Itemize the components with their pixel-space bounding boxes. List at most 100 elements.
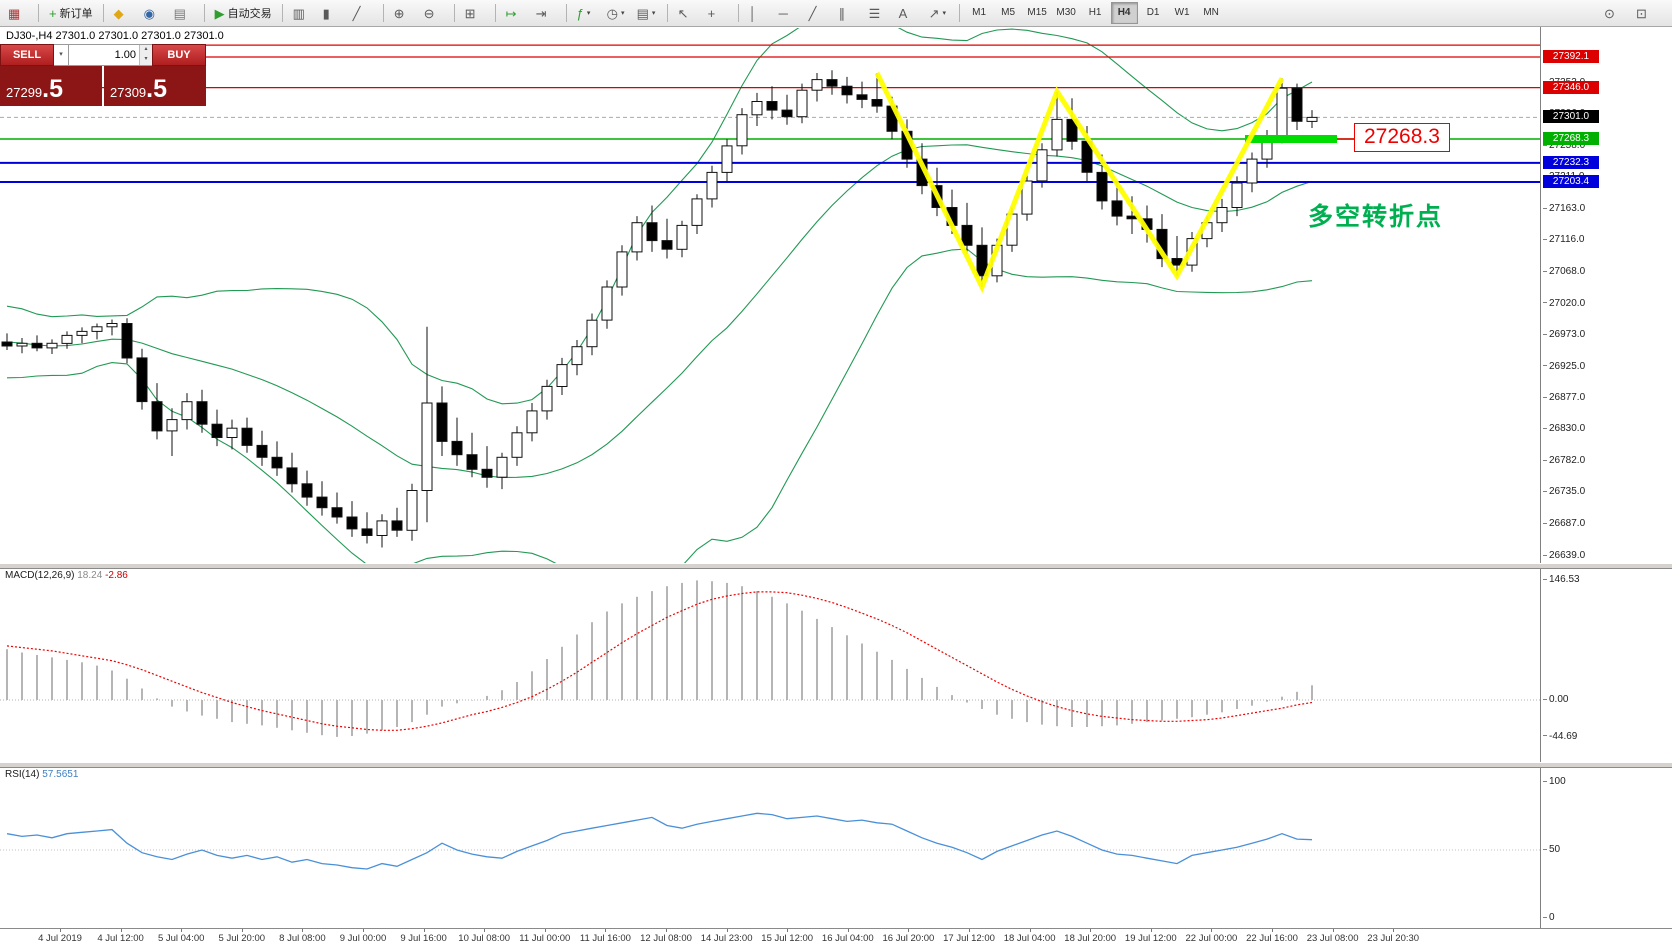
volume-down-icon[interactable]: ▾ xyxy=(140,55,152,65)
tile-windows-icon[interactable]: ⊞ xyxy=(461,1,489,25)
zoom-in-icon: ⊕ xyxy=(393,5,405,21)
price-scale[interactable]: 27353.027306.027258.027211.027163.027116… xyxy=(1540,27,1672,928)
rsi-scale-100: 100 xyxy=(1543,776,1566,787)
toolbar: ▦ + 新订单 ◆ ◉ ▤ ▶ 自动交易 ▥ ▮ ╱ ⊕ ⊖ ⊞ ↦ ⇥ ƒ ▾ ◷ ▾ ▤ ▾ ↖ + │ ─ ╱ ∥ ☰ A ↗ ▾ M1 M… xyxy=(0,0,1672,27)
timeframe-m1[interactable]: M1 xyxy=(972,7,987,18)
time-label: 5 Jul 20:00 xyxy=(218,933,266,944)
macd-scale-min: -44.69 xyxy=(1543,731,1577,742)
new-chart-icon[interactable]: ▦ xyxy=(4,1,32,25)
volume-input[interactable]: 1.00 ▴ ▾ xyxy=(69,44,152,66)
panel-divider-macd[interactable] xyxy=(0,563,1672,569)
templates-icon[interactable]: ▤ ▾ xyxy=(633,1,661,25)
macd-label: MACD(12,26,9) 18.24 -2.86 xyxy=(5,570,128,581)
time-label: 5 Jul 04:00 xyxy=(157,933,205,944)
buy-price-pips: .5 xyxy=(146,75,168,103)
rsi-value: 57.5651 xyxy=(42,769,79,780)
auto-scroll-icon[interactable]: ↦ xyxy=(502,1,530,25)
cursor-icon: ↖ xyxy=(677,5,689,21)
line-chart-icon[interactable]: ╱ xyxy=(349,1,377,25)
rsi-layer xyxy=(0,812,1540,870)
zoom-in-icon[interactable]: ⊕ xyxy=(390,1,418,25)
indicators-icon: ƒ xyxy=(576,5,584,21)
new-order-button[interactable]: + 新订单 xyxy=(45,1,97,25)
favorites-icon[interactable]: ◆ xyxy=(110,1,138,25)
text-icon: A xyxy=(898,5,908,21)
sell-button[interactable]: SELL xyxy=(0,44,54,66)
cursor-icon[interactable]: ↖ xyxy=(674,1,702,25)
window-icon[interactable]: ⊡ xyxy=(1632,1,1660,25)
time-label: 22 Jul 00:00 xyxy=(1185,933,1238,944)
timeframe-h4[interactable]: H4 xyxy=(1110,2,1138,24)
arrows-icon[interactable]: ↗ ▾ xyxy=(925,1,953,25)
autotrading-button[interactable]: ▶ 自动交易 xyxy=(211,1,276,25)
timeframe-h1[interactable]: H1 xyxy=(1088,7,1102,18)
trendline-icon: ╱ xyxy=(808,5,817,21)
one-click-trading-panel: SELL ▾ 1.00 ▴ ▾ BUY 27299 .5 27309 .5 xyxy=(0,44,206,106)
buy-button[interactable]: BUY xyxy=(152,44,206,66)
chevron-down-icon[interactable]: ▾ xyxy=(942,10,947,17)
sell-price[interactable]: 27299 .5 xyxy=(0,66,102,106)
timeframe-m30[interactable]: M30 xyxy=(1056,7,1076,18)
volume-stepper[interactable]: ▴ ▾ xyxy=(139,45,152,65)
periods-icon[interactable]: ◷ ▾ xyxy=(603,1,631,25)
timeframe-mn[interactable]: MN xyxy=(1203,7,1219,18)
rsi-scale-0: 0 xyxy=(1543,912,1555,923)
macd-name: MACD(12,26,9) xyxy=(5,570,75,581)
market-watch-icon[interactable]: ◉ xyxy=(140,1,168,25)
indicators-icon[interactable]: ƒ ▾ xyxy=(573,1,601,25)
chevron-down-icon[interactable]: ▾ xyxy=(586,10,591,17)
buy-price[interactable]: 27309 .5 xyxy=(104,66,206,106)
price-tick: 27163.0 xyxy=(1543,203,1585,214)
panel-divider-rsi[interactable] xyxy=(0,762,1672,768)
time-label: 9 Jul 00:00 xyxy=(339,933,387,944)
chevron-down-icon[interactable]: ▾ xyxy=(620,10,625,17)
chevron-down-icon[interactable]: ▾ xyxy=(651,10,656,17)
macd-layer xyxy=(0,580,1540,737)
toolbar-separator xyxy=(203,4,205,22)
timeframe-m15[interactable]: M15 xyxy=(1027,7,1047,18)
crosshair-icon[interactable]: + xyxy=(704,1,732,25)
fibonacci-icon[interactable]: ☰ xyxy=(865,1,893,25)
time-label: 18 Jul 04:00 xyxy=(1003,933,1056,944)
time-label: 14 Jul 23:00 xyxy=(700,933,753,944)
volume-dropdown[interactable]: ▾ xyxy=(54,44,69,66)
trendline-icon[interactable]: ╱ xyxy=(805,1,833,25)
macd-signal-value: -2.86 xyxy=(105,570,128,581)
timeframe-w1[interactable]: W1 xyxy=(1174,7,1190,18)
time-tick xyxy=(1090,929,1092,932)
horizontal-line-icon[interactable]: ─ xyxy=(775,1,803,25)
volume-value[interactable]: 1.00 xyxy=(114,49,136,61)
auto-scroll-icon: ↦ xyxy=(505,5,517,21)
toolbar-right-group: ⊙ ⊡ xyxy=(1600,1,1668,25)
arrows-icon: ↗ xyxy=(928,5,940,21)
line-chart-icon: ╱ xyxy=(352,5,361,21)
time-tick xyxy=(1211,929,1213,932)
bar-chart-icon[interactable]: ▥ xyxy=(289,1,317,25)
volume-up-icon[interactable]: ▴ xyxy=(140,45,152,55)
time-axis[interactable]: 4 Jul 2019 4 Jul 12:00 5 Jul 04:00 5 Jul 20… xyxy=(0,928,1672,950)
timeframe-m5[interactable]: M5 xyxy=(1001,7,1016,18)
channel-icon[interactable]: ∥ xyxy=(835,1,863,25)
time-label: 10 Jul 08:00 xyxy=(458,933,511,944)
candlestick-chart-icon: ▮ xyxy=(322,5,330,21)
price-tick: 26877.0 xyxy=(1543,392,1585,403)
zoom-out-icon[interactable]: ⊖ xyxy=(420,1,448,25)
candlestick-chart-icon[interactable]: ▮ xyxy=(319,1,347,25)
price-tick: 27258.0 xyxy=(1543,140,1585,151)
chart-shift-icon[interactable]: ⇥ xyxy=(532,1,560,25)
history-center-icon[interactable]: ▤ xyxy=(170,1,198,25)
timeframe-d1[interactable]: D1 xyxy=(1146,7,1160,18)
time-tick xyxy=(484,929,486,932)
price-tick: 26925.0 xyxy=(1543,361,1585,372)
new-order-button-label: 新订单 xyxy=(59,8,93,20)
price-tick: 27068.0 xyxy=(1543,266,1585,277)
horizontal-line-icon: ─ xyxy=(778,5,788,21)
search-icon[interactable]: ⊙ xyxy=(1600,1,1628,25)
sell-price-main: 27299 xyxy=(6,85,43,100)
text-icon[interactable]: A xyxy=(895,1,923,25)
vertical-line-icon[interactable]: │ xyxy=(745,1,773,25)
window-icon: ⊡ xyxy=(1636,5,1647,21)
price-tick: 26687.0 xyxy=(1543,518,1585,529)
macd-main-value: 18.24 xyxy=(77,570,103,581)
